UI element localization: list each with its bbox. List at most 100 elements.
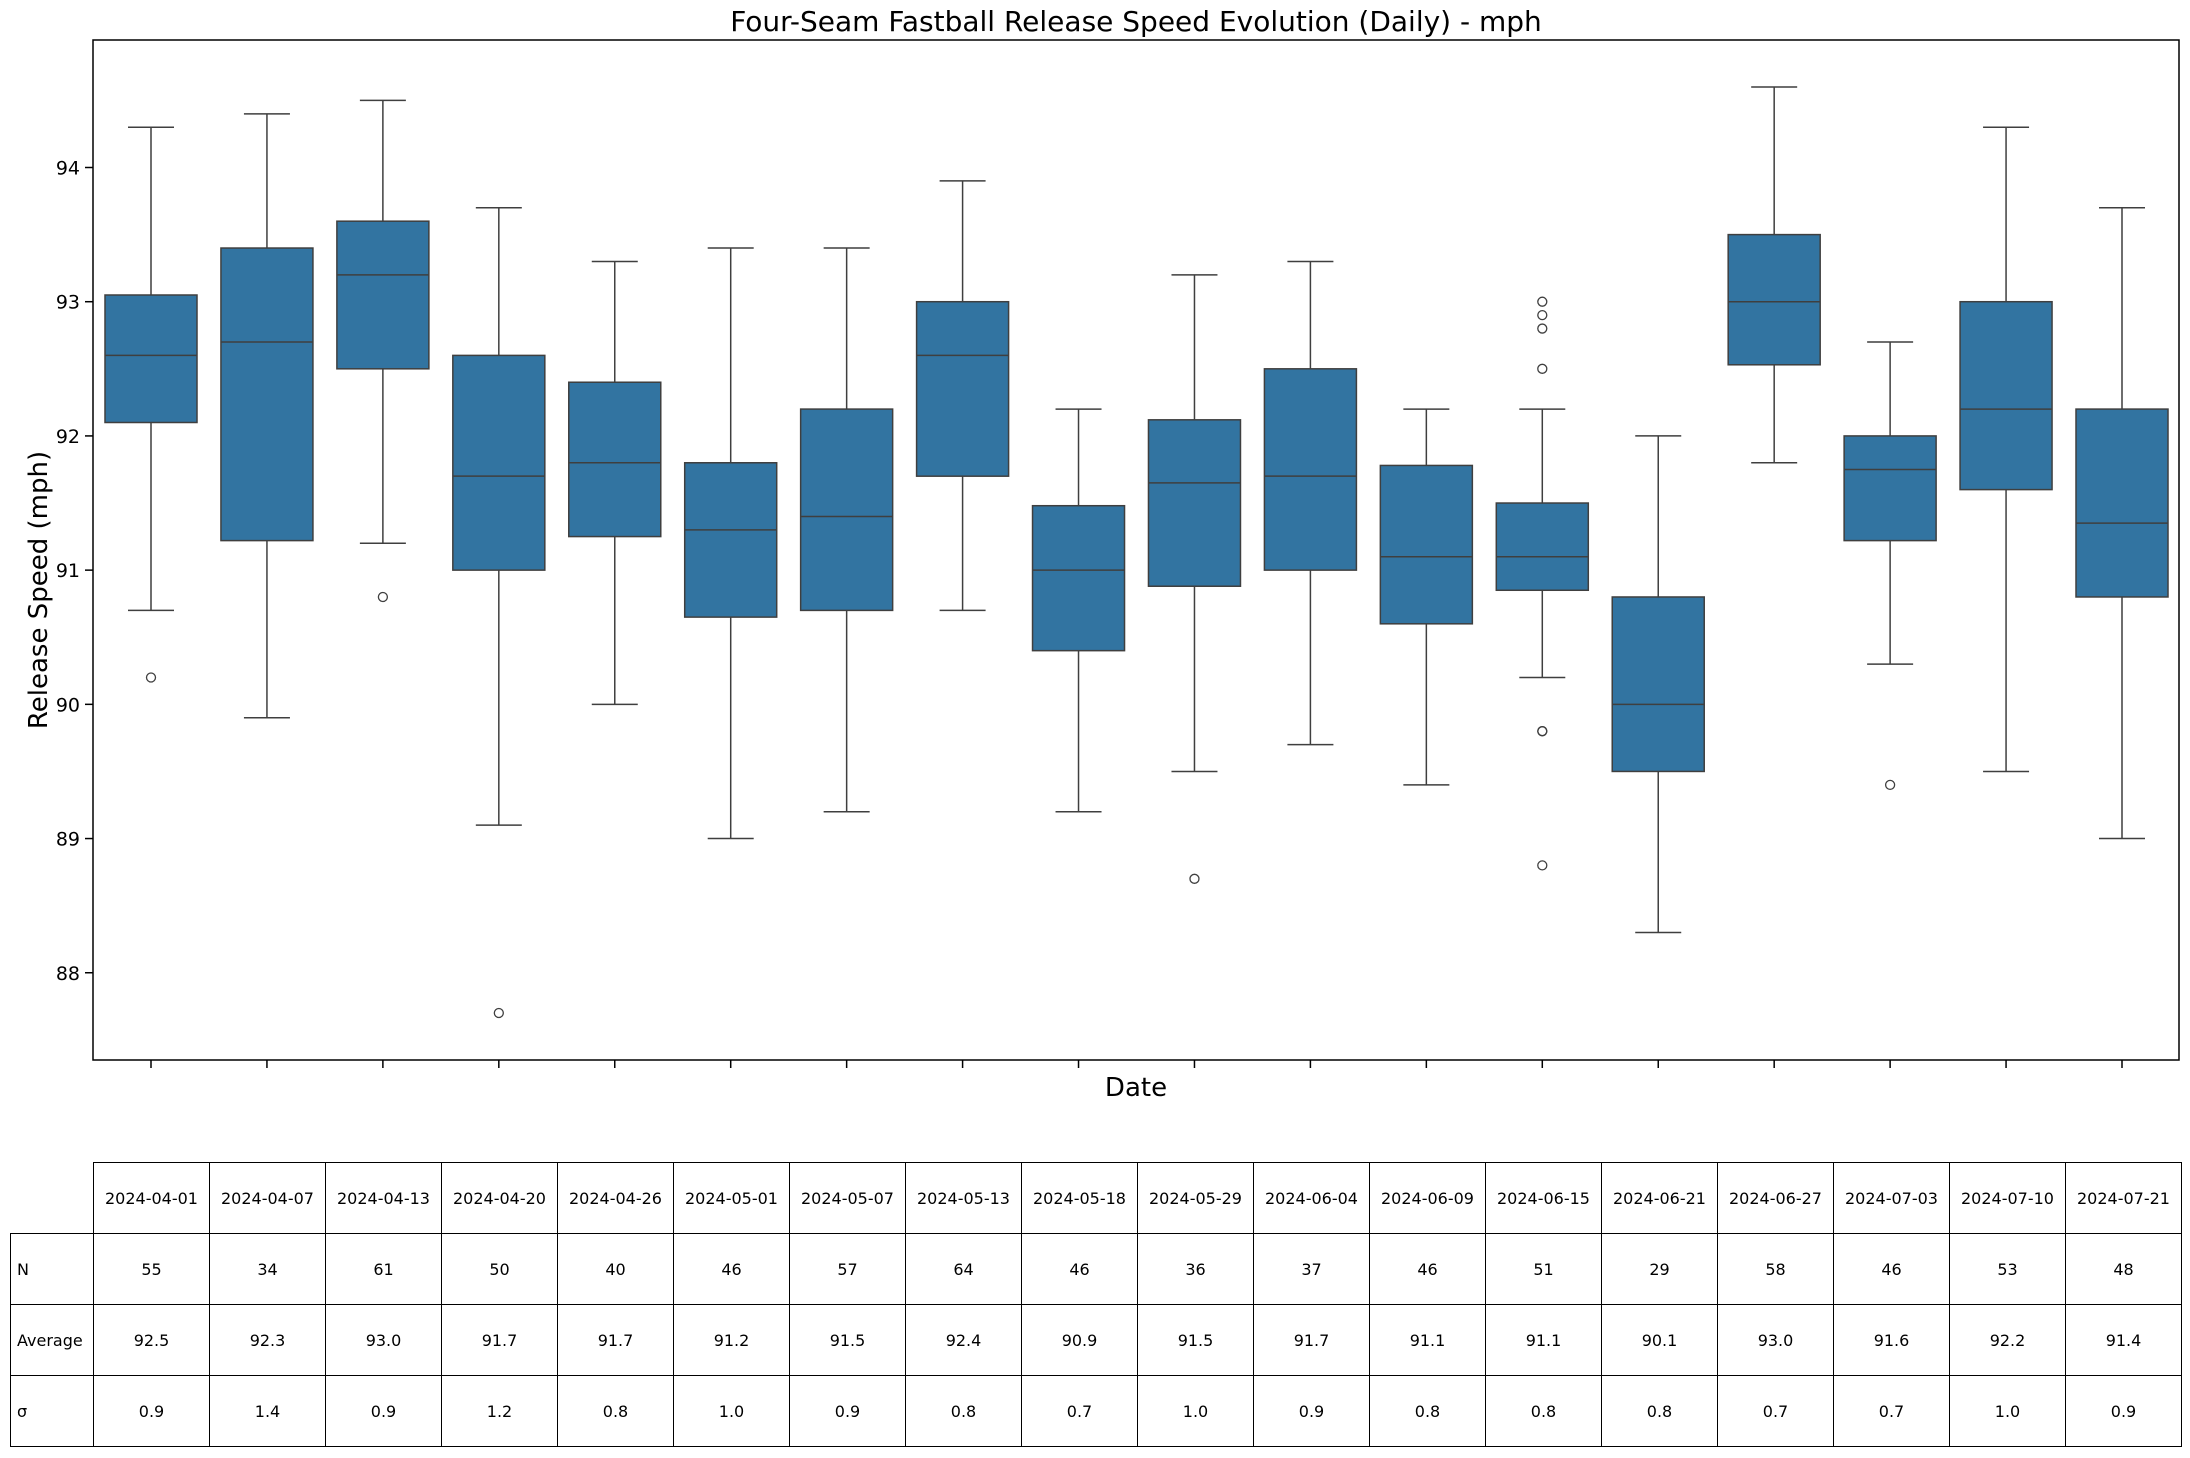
outlier-point (145, 672, 157, 683)
box-2024-05-29 (1147, 419, 1242, 587)
table-cell: 0.9 (2065, 1375, 2182, 1447)
box-2024-06-21 (1611, 596, 1705, 773)
table-cell: 0.8 (557, 1375, 674, 1447)
y-axis-label: Release Speed (mph) (24, 451, 54, 729)
y-tick-label: 93 (56, 292, 80, 314)
row-label: σ (10, 1375, 94, 1447)
table-cell: 91.5 (1137, 1304, 1254, 1376)
table-cell: 0.8 (1601, 1375, 1718, 1447)
table-cell: 0.7 (1717, 1375, 1834, 1447)
outlier-point (1537, 296, 1548, 307)
outlier-point (1537, 860, 1548, 871)
outlier-point (377, 591, 389, 603)
table-cell: 92.5 (93, 1304, 210, 1376)
column-header-date: 2024-04-13 (325, 1162, 442, 1234)
table-cell: 34 (209, 1233, 326, 1305)
table-cell: 0.8 (1485, 1375, 1602, 1447)
box-2024-05-13 (915, 300, 1010, 477)
table-cell: 50 (441, 1233, 558, 1305)
row-label: N (10, 1233, 94, 1305)
column-header-date: 2024-07-03 (1833, 1162, 1950, 1234)
table-cell: 93.0 (325, 1304, 442, 1376)
box-plot-chart: Four-Seam Fastball Release Speed Evoluti… (24, 5, 2180, 1103)
chart-title: Four-Seam Fastball Release Speed Evoluti… (730, 5, 1542, 38)
column-header-date: 2024-06-15 (1485, 1162, 1602, 1234)
outlier-point (493, 1007, 504, 1019)
table-cell: 0.7 (1021, 1375, 1138, 1447)
table-cell: 51 (1485, 1233, 1602, 1305)
table-cell: 91.2 (673, 1304, 790, 1376)
box-2024-05-01 (683, 462, 778, 618)
column-header-date: 2024-05-29 (1137, 1162, 1254, 1234)
box-2024-04-13 (336, 220, 430, 370)
column-header-date: 2024-05-07 (789, 1162, 906, 1234)
table-cell: 0.9 (1253, 1375, 1370, 1447)
table-header-row: 2024-04-01 2024-04-07 2024-04-13 2024-04-20… (11, 1162, 2182, 1234)
row-label: Average (10, 1304, 94, 1376)
y-axis-ticks: 88 89 90 91 92 93 94 (56, 158, 93, 985)
box-2024-05-18 (1031, 504, 1126, 652)
x-axis-ticks (150, 1060, 2123, 1068)
table-cell: 92.4 (905, 1304, 1022, 1376)
box-2024-06-09 (1379, 464, 1474, 625)
y-tick-label: 92 (56, 426, 80, 448)
table-cell: 91.7 (557, 1304, 674, 1376)
table-cell: 91.1 (1485, 1304, 1602, 1376)
column-header-date: 2024-07-21 (2065, 1162, 2182, 1234)
column-header-date: 2024-06-21 (1601, 1162, 1718, 1234)
table-cell: 0.9 (93, 1375, 210, 1447)
table-cell: 1.0 (1949, 1375, 2066, 1447)
column-header-date: 2024-06-27 (1717, 1162, 1834, 1234)
box-2024-07-03 (1843, 435, 1937, 542)
outlier-point (1537, 309, 1548, 321)
table-cell: 91.7 (441, 1304, 558, 1376)
box-2024-07-10 (1959, 300, 2053, 491)
box-2024-07-21 (2075, 408, 2169, 598)
table-cell: 57 (789, 1233, 906, 1305)
box-2024-06-27 (1727, 233, 1821, 366)
box-2024-04-01 (104, 294, 198, 424)
y-tick-label: 91 (56, 560, 80, 582)
table-cell: 46 (673, 1233, 790, 1305)
table-cell: 0.8 (1369, 1375, 1486, 1447)
box-2024-04-26 (568, 381, 662, 538)
table-cell: 91.5 (789, 1304, 906, 1376)
table-row: σ 0.9 1.4 0.9 1.2 0.8 1.0 0.9 0.8 0.7 1.0 0.9 0.8 0.8… (10, 1375, 2182, 1447)
table-cell: 36 (1137, 1233, 1254, 1305)
outlier-point (1537, 726, 1548, 737)
column-header-date: 2024-05-13 (905, 1162, 1022, 1234)
outlier-point (1537, 363, 1548, 374)
column-header-date: 2024-06-09 (1369, 1162, 1486, 1234)
table-row: N 55 34 61 50 40 46 57 64 46 36 37 46 51 29 58 46 53 48 (10, 1233, 2182, 1305)
table-cell: 0.7 (1833, 1375, 1950, 1447)
table-cell: 1.0 (1137, 1375, 1254, 1447)
box-2024-06-04 (1263, 368, 1358, 571)
box-2024-04-20 (452, 354, 546, 571)
column-header-date: 2024-05-18 (1021, 1162, 1138, 1234)
x-axis-label: Date (1105, 1073, 1167, 1103)
table-cell: 0.8 (905, 1375, 1022, 1447)
summary-table: 2024-04-01 2024-04-07 2024-04-13 2024-04-20… (10, 1162, 2182, 1447)
table-cell: 46 (1369, 1233, 1486, 1305)
table-cell: 29 (1601, 1233, 1718, 1305)
table-cell: 46 (1833, 1233, 1950, 1305)
table-cell: 1.0 (673, 1375, 790, 1447)
table-row: Average 92.5 92.3 93.0 91.7 91.7 91.2 91.5 92.4 9… (10, 1304, 2182, 1376)
table-cell: 93.0 (1717, 1304, 1834, 1376)
table-cell: 61 (325, 1233, 442, 1305)
table-cell: 91.7 (1253, 1304, 1370, 1376)
box-series (104, 86, 2169, 1019)
table-cell: 0.9 (325, 1375, 442, 1447)
column-header-date: 2024-06-04 (1253, 1162, 1370, 1234)
table-cell: 40 (557, 1233, 674, 1305)
column-header-date: 2024-04-01 (93, 1162, 210, 1234)
table-cell: 1.4 (209, 1375, 326, 1447)
table-cell: 55 (93, 1233, 210, 1305)
column-header-date: 2024-04-07 (209, 1162, 326, 1234)
y-tick-label: 94 (56, 158, 80, 180)
table-cell: 1.2 (441, 1375, 558, 1447)
table-corner-cell (11, 1163, 94, 1234)
outlier-point (1189, 873, 1200, 884)
table-cell: 92.2 (1949, 1304, 2066, 1376)
table-cell: 92.3 (209, 1304, 326, 1376)
